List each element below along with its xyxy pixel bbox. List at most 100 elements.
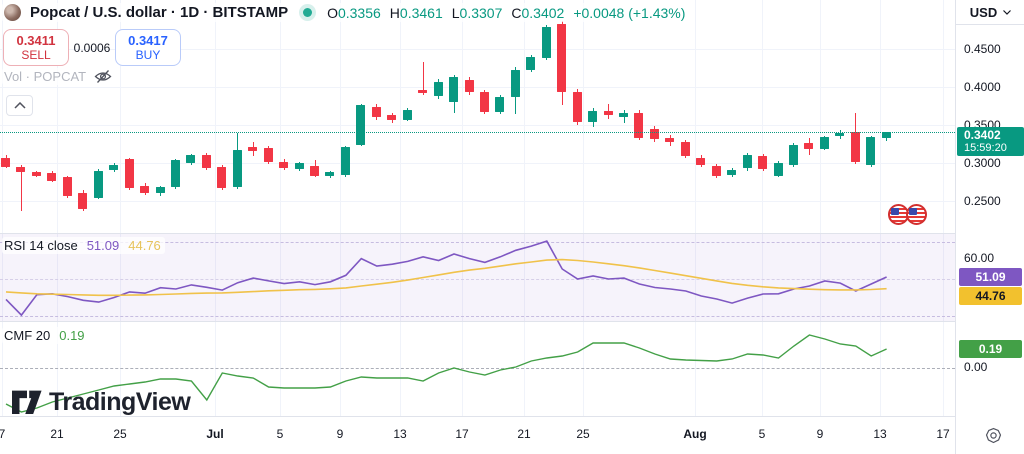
gridline-horizontal (0, 49, 955, 50)
candle (31, 172, 41, 176)
chevron-down-icon (1003, 9, 1012, 15)
candle (248, 147, 258, 151)
price-tick-label: 0.4000 (964, 80, 1001, 94)
rsi-legend-text: RSI 14 close (4, 238, 78, 253)
gridline-vertical (880, 0, 881, 416)
candle (387, 115, 397, 121)
spread-value: 0.0006 (73, 40, 111, 55)
candle (433, 81, 443, 97)
time-tick-label: 7 (0, 427, 6, 441)
rsi-ma-current-value: 44.76 (128, 238, 161, 253)
sell-button[interactable]: 0.3411 SELL (3, 29, 69, 66)
candle (464, 80, 474, 93)
tradingview-watermark[interactable]: TradingView (12, 388, 191, 417)
ohlc-values: O0.3356 H0.3461 L0.3307 C0.3402 +0.0048 … (327, 4, 686, 21)
candle (186, 155, 196, 163)
pane-separator[interactable] (0, 321, 955, 322)
symbol-legend: Popcat / U.S. dollar · 1D · BITSTAMP O0.… (2, 3, 690, 22)
cmf-legend-text: CMF 20 (4, 328, 51, 343)
time-axis-settings-button[interactable] (982, 424, 1004, 446)
time-tick-label: 17 (936, 427, 950, 441)
time-tick-label: 17 (455, 427, 469, 441)
candle (881, 132, 891, 138)
candle (773, 163, 783, 176)
candle (711, 166, 721, 176)
candle (758, 156, 768, 170)
candle (479, 92, 489, 113)
buy-price: 0.3417 (128, 32, 168, 48)
low-value: 0.3307 (459, 4, 503, 21)
candle (340, 147, 350, 176)
candle (588, 111, 598, 122)
gridline-vertical (820, 0, 821, 416)
last-price-tag: 0.3402 15:59:20 (957, 127, 1024, 156)
candle (788, 144, 798, 166)
price-axis[interactable]: USD 0.4500 0.4000 0.3500 0.3000 0.2500 0.340… (955, 0, 1024, 454)
time-axis[interactable]: 7 21 25 Jul 5 9 13 17 21 25 Aug 5 9 13 17 (0, 417, 955, 454)
time-tick-label: 9 (816, 427, 824, 441)
time-tick-label: 9 (336, 427, 344, 441)
candle (649, 128, 659, 139)
candle (232, 150, 242, 188)
time-tick-label: Aug (683, 427, 707, 441)
candle (109, 165, 119, 170)
gridline-horizontal (0, 125, 955, 126)
candle (603, 111, 613, 116)
rsi-legend: RSI 14 close 51.09 44.76 (2, 237, 165, 254)
rsi-ma-line (5, 258, 887, 297)
candle (526, 57, 536, 70)
gridline-vertical (400, 0, 401, 416)
candle (279, 162, 289, 169)
indicator-lines (5, 240, 887, 413)
candle (572, 92, 582, 122)
candle (619, 112, 628, 118)
time-tick-label: 25 (113, 427, 127, 441)
rsi-upper-band-line (0, 242, 955, 243)
currency-selector[interactable]: USD (956, 0, 1024, 25)
gridline-vertical (695, 0, 696, 416)
pane-separator[interactable] (0, 233, 955, 234)
candle (217, 166, 227, 189)
time-tick-label: 25 (576, 427, 590, 441)
gridline-vertical (762, 0, 763, 416)
buy-button[interactable]: 0.3417 BUY (115, 29, 181, 66)
us-flag-icon (906, 204, 927, 225)
time-tick-label: 5 (276, 427, 284, 441)
price-tick-label: 0.4500 (964, 42, 1001, 56)
candle (155, 187, 165, 193)
gridline-vertical (524, 0, 525, 416)
collapse-pane-button[interactable] (6, 95, 33, 116)
rsi-ma-value-badge: 44.76 (959, 287, 1022, 305)
watermark-text: TradingView (49, 388, 191, 416)
tradingview-logo-icon (12, 390, 42, 414)
rsi-lower-band-line (0, 316, 955, 317)
candle (850, 131, 860, 163)
price-tick-label: 0.2500 (964, 194, 1001, 208)
currency-label: USD (969, 4, 998, 20)
close-value: 0.3402 (521, 4, 565, 21)
economic-event-us-flags-icon[interactable] (888, 204, 927, 225)
candle (201, 155, 211, 169)
chart-area[interactable]: TradingView Popcat / U.S. dollar · 1D · … (0, 0, 955, 454)
candle (495, 96, 505, 113)
candle (727, 169, 737, 176)
candle (62, 177, 72, 197)
gridline-vertical (2, 0, 3, 416)
symbol-title[interactable]: Popcat / U.S. dollar · 1D · BITSTAMP (30, 4, 289, 21)
candle (665, 137, 675, 143)
price-tick-label: 0.3000 (964, 156, 1001, 170)
candle (124, 159, 134, 189)
candle (16, 166, 26, 173)
last-price-value: 0.3402 (964, 128, 1001, 142)
candle-wick (20, 165, 22, 211)
eye-hidden-icon[interactable] (94, 69, 112, 84)
candle (804, 143, 814, 149)
gridline-horizontal (0, 163, 955, 164)
market-status-dot[interactable] (303, 8, 313, 17)
candle (541, 26, 551, 59)
gridline-vertical (120, 0, 121, 416)
sell-label: SELL (21, 47, 51, 62)
trade-panel: 0.3411 SELL 0.0006 0.3417 BUY (3, 29, 181, 66)
buy-label: BUY (135, 47, 161, 62)
